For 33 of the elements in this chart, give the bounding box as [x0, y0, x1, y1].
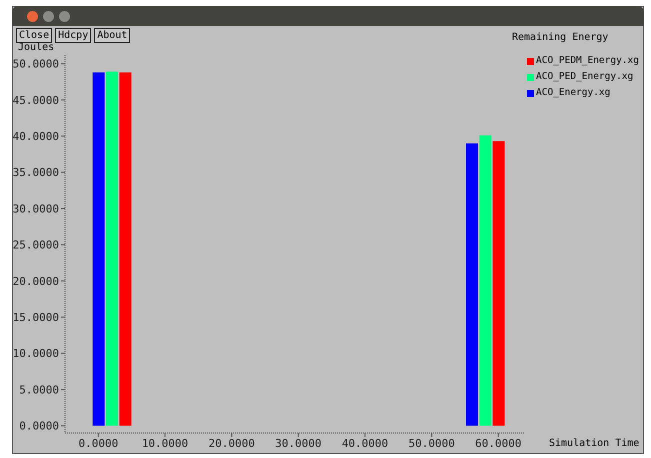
- x-axis-title: Simulation Time: [549, 438, 640, 449]
- bar: [119, 72, 132, 426]
- legend-label: ACO_PED_Energy.xg: [536, 70, 634, 84]
- y-tick-label: 5.0000: [19, 383, 59, 396]
- bar: [492, 141, 505, 426]
- x-tick-label: 30.0000: [275, 436, 322, 450]
- y-tick-label: 10.0000: [12, 347, 59, 360]
- y-tick-label: 30.0000: [12, 202, 59, 216]
- x-tick-label: 20.0000: [208, 436, 255, 450]
- y-tick-label: 45.0000: [12, 94, 59, 107]
- x-tick-label: 50.0000: [408, 436, 455, 450]
- x-tick-label: 40.0000: [342, 436, 388, 450]
- bar: [466, 143, 478, 426]
- x-tick-label: 10.0000: [142, 436, 188, 450]
- bar: [92, 72, 105, 426]
- y-tick-label: 25.0000: [12, 238, 59, 252]
- legend-label: ACO_PEDM_Energy.xg: [536, 54, 639, 68]
- y-tick-label: 40.0000: [12, 130, 59, 144]
- text: Close: [16, 28, 52, 43]
- text: Remaining Energy: [512, 32, 608, 43]
- text: About: [94, 28, 130, 43]
- x-tick-label: 0.0000: [78, 436, 118, 450]
- y-tick-label: 15.0000: [12, 311, 59, 324]
- legend-label: ACO_Energy.xg: [536, 86, 610, 100]
- x-tick-label: 60.0000: [475, 436, 522, 450]
- y-tick-label: 20.0000: [12, 274, 59, 288]
- bar: [479, 135, 492, 426]
- y-tick-label: 35.0000: [12, 166, 59, 180]
- bar: [106, 72, 118, 426]
- y-tick-label: 50.0000: [12, 58, 59, 71]
- y-tick-label: 0.0000: [19, 420, 59, 433]
- text: Hdcpy: [55, 28, 92, 43]
- y-axis-title: Joules: [18, 42, 54, 53]
